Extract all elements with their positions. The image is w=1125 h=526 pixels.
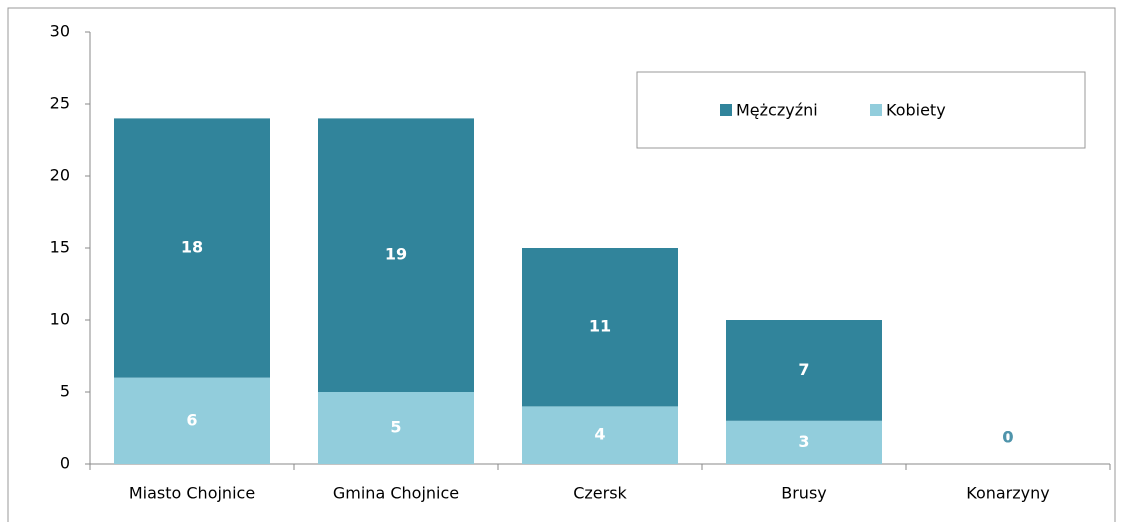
y-tick-label: 0 <box>60 454 70 473</box>
legend-label: Mężczyźni <box>736 101 818 120</box>
value-label: 0 <box>1002 428 1013 447</box>
y-tick-label: 5 <box>60 382 70 401</box>
legend-label: Kobiety <box>886 101 946 120</box>
bar-segment <box>522 406 678 464</box>
y-tick-label: 20 <box>50 166 70 185</box>
x-tick-label: Brusy <box>781 484 827 503</box>
x-tick-label: Miasto Chojnice <box>129 484 255 503</box>
value-label: 0 <box>1002 428 1013 447</box>
legend-swatch <box>870 104 882 116</box>
chart-frame <box>7 7 1116 522</box>
bar-segment <box>318 392 474 464</box>
value-label: 5 <box>390 418 401 437</box>
bar-segment <box>114 377 270 464</box>
value-label: 4 <box>594 425 605 444</box>
y-tick-label: 30 <box>50 22 70 41</box>
y-tick-label: 10 <box>50 310 70 329</box>
legend-box <box>636 71 1086 149</box>
value-label: 6 <box>186 410 197 429</box>
bar-segment <box>114 118 270 378</box>
y-tick-label: 25 <box>50 94 70 113</box>
bar-segment <box>318 118 474 393</box>
bar-segment <box>522 248 678 407</box>
legend-swatch <box>720 104 732 116</box>
value-label: 19 <box>385 245 407 264</box>
y-tick-label: 15 <box>50 238 70 257</box>
bar-segment <box>726 420 882 464</box>
value-label: 18 <box>181 238 203 257</box>
bar-segment <box>726 320 882 421</box>
value-label: 7 <box>798 360 809 379</box>
value-label: 3 <box>798 432 809 451</box>
x-tick-label: Gmina Chojnice <box>333 484 459 503</box>
x-tick-label: Konarzyny <box>966 484 1049 503</box>
value-label: 11 <box>589 317 611 336</box>
x-tick-label: Czersk <box>573 484 627 503</box>
